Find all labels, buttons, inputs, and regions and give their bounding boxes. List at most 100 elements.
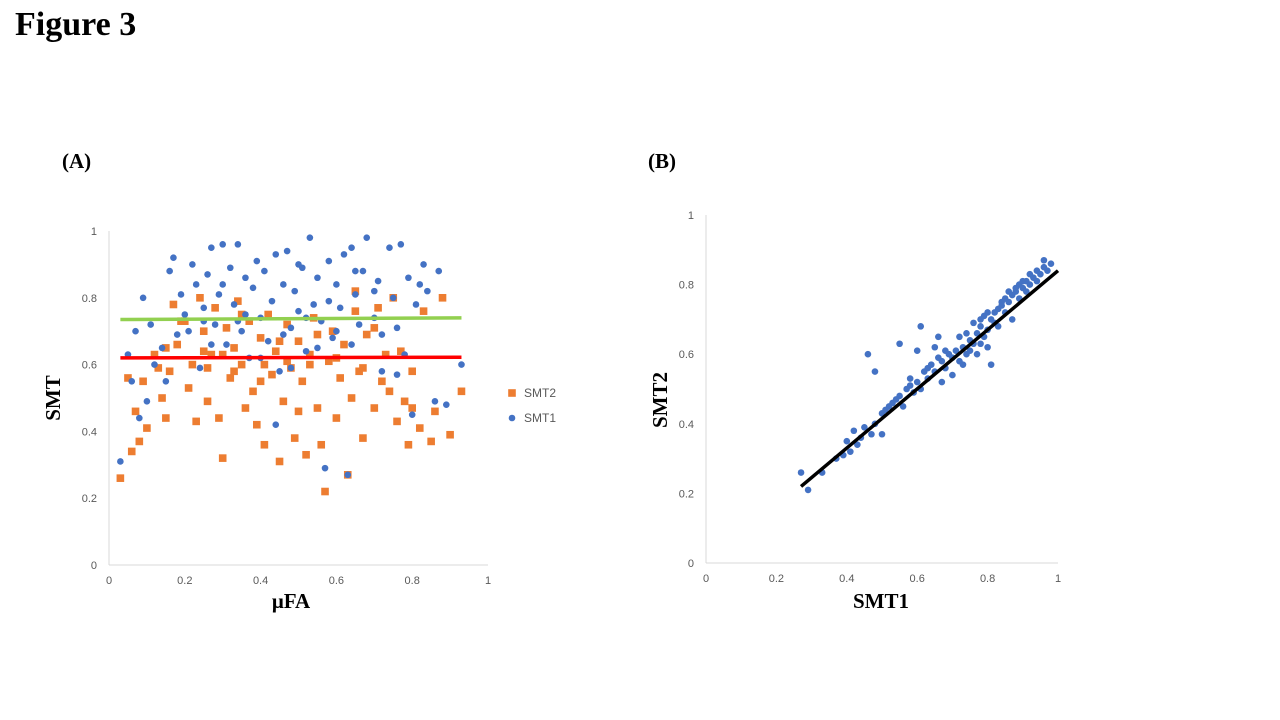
smt1-point bbox=[276, 367, 283, 375]
smt2-point bbox=[237, 310, 246, 319]
smt1-point bbox=[268, 297, 276, 305]
smt2-point bbox=[230, 344, 238, 352]
smt1-point bbox=[310, 301, 317, 308]
smt2-point bbox=[275, 337, 284, 346]
x-tick-label: 0.4 bbox=[839, 573, 854, 585]
smt2-point bbox=[400, 397, 409, 406]
legend-label: SMT2 bbox=[524, 386, 556, 400]
y-tick-label: 0.6 bbox=[679, 349, 694, 361]
smt1-point bbox=[261, 267, 268, 275]
data-point bbox=[843, 437, 851, 445]
smt1-point bbox=[416, 281, 424, 288]
data-point bbox=[987, 361, 995, 368]
smt1-point bbox=[333, 281, 340, 288]
data-point bbox=[973, 330, 981, 337]
smt2-point bbox=[393, 417, 401, 426]
smt1-point bbox=[280, 331, 287, 338]
data-point bbox=[850, 427, 858, 435]
smt1-point bbox=[151, 361, 158, 368]
smt2-point bbox=[313, 330, 322, 339]
data-point bbox=[1005, 298, 1013, 306]
smt1-point bbox=[393, 371, 401, 378]
smt1-point bbox=[253, 257, 261, 265]
data-point bbox=[1005, 288, 1013, 295]
smt2-point bbox=[415, 424, 424, 432]
data-point bbox=[906, 375, 914, 382]
smt2-point bbox=[131, 407, 140, 416]
data-point bbox=[1012, 284, 1020, 292]
y-tick-label: 1 bbox=[91, 226, 97, 238]
smt1-point bbox=[352, 291, 359, 298]
data-point bbox=[956, 333, 963, 341]
smt2-point bbox=[196, 294, 204, 302]
smt1-point bbox=[249, 284, 257, 292]
smt2-point bbox=[237, 360, 246, 369]
smt2-point bbox=[374, 304, 382, 312]
smt2-point bbox=[218, 350, 227, 359]
smt2-point bbox=[446, 430, 454, 439]
smt2-point bbox=[116, 474, 125, 482]
data-point bbox=[935, 333, 942, 341]
smt1-point bbox=[329, 334, 336, 342]
smt1-point bbox=[219, 241, 226, 248]
smt1-point bbox=[170, 254, 177, 262]
data-point bbox=[1026, 270, 1034, 278]
smt1-point bbox=[321, 464, 329, 472]
data-point bbox=[1026, 281, 1034, 288]
smt1-point bbox=[128, 378, 136, 385]
y-tick-label: 0.2 bbox=[679, 488, 694, 500]
smt1-point bbox=[333, 327, 340, 335]
smt2-point bbox=[188, 360, 197, 369]
data-point bbox=[899, 403, 907, 410]
x-axis-title: μFA bbox=[272, 589, 311, 613]
smt2-point bbox=[169, 300, 178, 309]
smt2-point bbox=[215, 414, 223, 422]
smt2-point bbox=[154, 364, 163, 372]
smt2-point bbox=[404, 440, 413, 449]
smt2-point bbox=[230, 367, 238, 376]
smt2-point bbox=[362, 330, 371, 339]
smt2-point bbox=[294, 337, 303, 346]
smt1-point bbox=[219, 281, 226, 288]
smt1-point bbox=[280, 281, 287, 288]
legend-label: SMT1 bbox=[524, 411, 556, 425]
smt2-point bbox=[290, 434, 299, 442]
x-axis-title: SMT1 bbox=[853, 589, 909, 613]
smt1-point bbox=[264, 337, 272, 345]
smt1-point bbox=[287, 364, 295, 372]
smt2-point bbox=[184, 384, 193, 392]
smt1-point bbox=[204, 271, 211, 278]
smt2-point bbox=[385, 387, 394, 396]
smt2-point bbox=[234, 297, 242, 305]
smt1-point bbox=[200, 304, 208, 312]
smt1-point bbox=[139, 294, 147, 302]
chart-a-scatter: 0 0.2 0.4 0.6 0.8 1 0 0.2 0.4 0.6 0.8 1 μFA SMT SMT2 SM… bbox=[41, 226, 556, 613]
x-tick-label: 0.2 bbox=[769, 573, 784, 585]
smt1-point bbox=[272, 421, 280, 429]
smt1-point bbox=[397, 241, 405, 248]
data-point bbox=[1008, 316, 1016, 323]
smt2-point bbox=[336, 374, 344, 382]
smt1-point bbox=[185, 327, 192, 335]
chart-b-scatter: 0 0.2 0.4 0.6 0.8 1 0 0.2 0.4 0.6 0.8 1 SMT1 SMT2 bbox=[648, 210, 1061, 613]
smt1-mean-line bbox=[120, 316, 462, 322]
smt2-point bbox=[306, 350, 314, 359]
figure-title: Figure 3 bbox=[15, 6, 137, 43]
smt2-point bbox=[408, 404, 416, 412]
smt2-point bbox=[328, 327, 337, 335]
data-point bbox=[966, 347, 974, 355]
x-tick-label: 0.6 bbox=[329, 575, 344, 587]
smt1-point bbox=[314, 344, 321, 352]
smt1-point bbox=[352, 267, 359, 275]
smt2-point bbox=[370, 324, 379, 332]
x-tick-label: 0.2 bbox=[177, 575, 192, 587]
smt2-mean-line bbox=[120, 355, 462, 360]
smt1-point bbox=[393, 324, 401, 332]
smt2-point bbox=[332, 414, 341, 422]
data-point bbox=[913, 347, 921, 355]
smt1-point bbox=[295, 307, 302, 315]
smt1-point bbox=[166, 267, 173, 275]
y-axis-title: SMT bbox=[41, 375, 65, 421]
smt2-point bbox=[143, 424, 151, 432]
data-point bbox=[938, 378, 946, 386]
